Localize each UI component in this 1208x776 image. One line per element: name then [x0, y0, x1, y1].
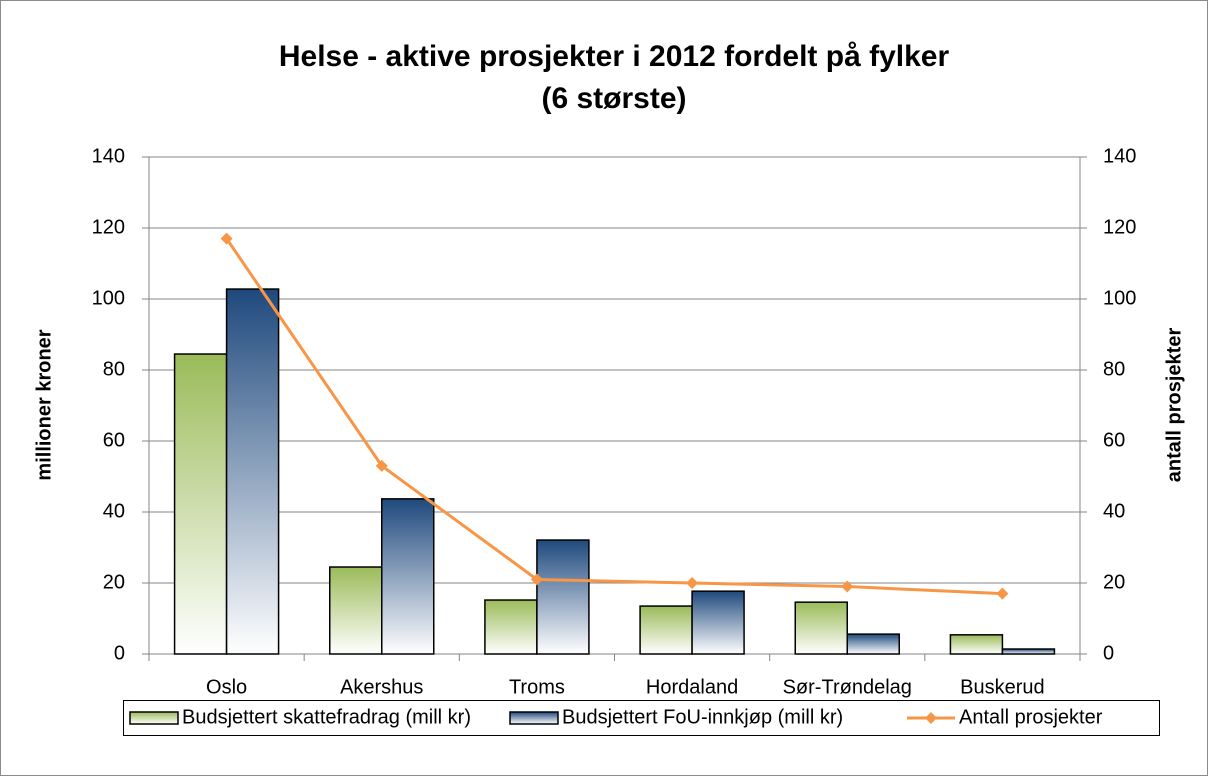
bar	[536, 539, 590, 655]
marker	[841, 580, 854, 593]
marker	[220, 232, 233, 245]
x-tick-label: Hordaland	[646, 676, 738, 698]
bar	[329, 566, 383, 655]
bar	[381, 498, 435, 655]
bar	[846, 633, 900, 655]
bar	[225, 288, 280, 655]
x-tick-label: Oslo	[206, 676, 247, 698]
marker	[530, 573, 543, 586]
y-tick-label: 20	[103, 571, 125, 593]
y2-tick-label: 60	[1103, 429, 1125, 451]
y2-tick-label: 0	[1103, 642, 1114, 664]
marker	[686, 577, 699, 589]
legend-box	[123, 700, 1160, 736]
x-tick-label: Buskerud	[960, 676, 1045, 698]
legend-swatch	[129, 711, 179, 725]
bar	[484, 599, 538, 655]
legend-label: Budsjettert FoU-innkjøp (mill kr)	[562, 706, 843, 728]
legend-swatch	[925, 712, 937, 724]
bar	[794, 601, 848, 655]
x-tick-label: Sør-Trøndelag	[783, 676, 912, 698]
y-tick-label: 40	[103, 500, 125, 522]
bar	[173, 353, 228, 655]
y2-tick-label: 100	[1103, 287, 1136, 309]
y-tick-label: 100	[92, 287, 125, 309]
bar	[1001, 648, 1056, 655]
bar	[691, 590, 745, 655]
bar	[949, 634, 1004, 655]
line	[225, 237, 1003, 596]
y2-tick-label: 20	[1103, 571, 1125, 593]
legend-label: Budsjettert skattefradrag (mill kr)	[182, 706, 471, 728]
y2-tick-label: 120	[1103, 216, 1136, 238]
legend-label: Antall prosjekter	[959, 706, 1103, 728]
y2-tick-label: 40	[1103, 500, 1125, 522]
y2-tick-label: 80	[1103, 358, 1125, 380]
bar	[639, 605, 693, 655]
y-tick-label: 0	[114, 642, 125, 664]
y-axis-label: millioner kroner	[33, 329, 55, 480]
x-tick-label: Akershus	[340, 676, 423, 698]
y-tick-label: 80	[103, 358, 125, 380]
y-tick-label: 120	[92, 216, 125, 238]
x-tick-label: Troms	[509, 676, 565, 698]
marker	[375, 459, 388, 472]
y-tick-label: 140	[92, 145, 125, 167]
y2-axis-label: antall prosjekter	[1163, 328, 1185, 483]
chart-title: Helse - aktive prosjekter i 2012 fordelt…	[279, 40, 950, 73]
chart-title: (6 største)	[541, 82, 686, 115]
y2-tick-label: 140	[1103, 145, 1136, 167]
legend-swatch	[509, 711, 559, 725]
y-tick-label: 60	[103, 429, 125, 451]
marker	[996, 587, 1009, 600]
